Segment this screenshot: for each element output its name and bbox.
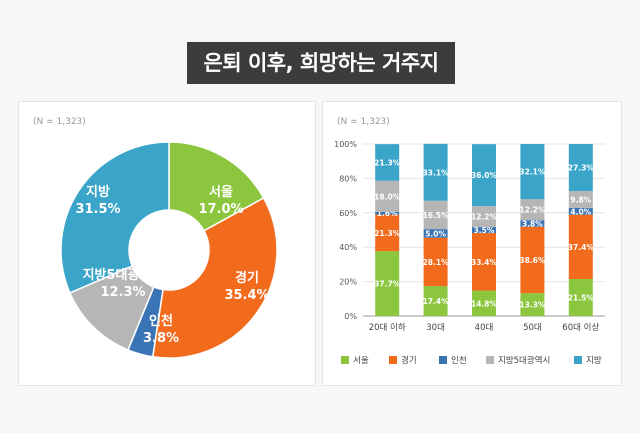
legend-label-2: 인천 [451,355,467,366]
bar-segment-3-4 [520,144,545,200]
bar-segment-3-1 [520,226,545,294]
donut-slice-label-3: 지방5대광역시 [83,267,164,283]
legend-swatch-2 [439,356,447,364]
bar-data-label-3-4: 32.1% [519,168,546,177]
bar-segment-1-3 [423,200,448,230]
bar-data-label-4-0: 21.5% [568,294,595,303]
bar-sample-note: (N = 1,323) [337,117,390,127]
x-tick-label-2: 40대 [475,323,494,333]
donut-slice-label-1: 경기 [235,270,259,286]
legend-label-3: 지방5대광역시 [498,355,550,366]
bar-segment-1-2 [423,229,448,238]
donut-chart-panel: (N = 1,323) 서울 17.0% 경기 35.4% 인천 3.8% 지방5대광역시 1… [18,101,316,386]
bar-data-label-2-2: 3.5% [474,226,495,235]
y-tick-label-2: 40% [339,243,357,252]
bar-data-label-1-4: 33.1% [423,168,450,177]
bar-segment-4-4 [568,144,593,191]
bar-segment-2-1 [472,233,496,291]
bar-data-label-0-4: 21.3% [374,158,401,167]
bar-segment-1-1 [423,237,448,287]
bar-segment-2-3 [472,206,496,228]
bar-data-label-3-3: 12.2% [519,206,546,215]
legend-swatch-1 [389,356,397,364]
bar-data-label-3-1: 38.6% [519,256,546,265]
donut-slice-value-2: 3.8% [143,331,179,346]
donut-slice-4 [60,141,170,294]
bar-data-label-0-1: 21.3% [374,229,401,238]
stacked-bar-chart: 0% 20% 40% 60% 80% 100% 37.7% 21.3% 1.6% 18.0% 21.… [334,140,605,366]
legend-label-0: 서울 [353,356,369,366]
bar-segment-3-0 [520,293,545,316]
donut-chart: 서울 17.0% 경기 35.4% 인천 3.8% 지방5대광역시 12.3% 지방 31.5% [60,141,278,359]
legend-swatch-3 [486,356,494,364]
bar-data-label-3-0: 13.3% [519,301,546,310]
donut-slice-label-4: 지방 [86,184,110,200]
bar-data-label-1-3: 16.5% [423,211,450,220]
bar-segment-2-0 [472,290,496,316]
bar-segment-3-2 [520,220,545,227]
bar-segment-3-3 [520,199,545,221]
stacked-bar-panel: (N = 1,323) 0% 20% 40% 60% 80% 100% 37.7% 21.3%… [322,101,622,386]
bar-segment-0-0 [375,251,400,316]
bar-data-label-2-3: 12.2% [471,213,498,222]
bar-data-label-0-3: 18.0% [374,192,401,201]
x-tick-label-1: 30대 [426,323,445,333]
bar-data-label-0-2: 1.6% [377,209,398,218]
bar-segment-1-0 [423,286,448,316]
bar-segment-0-3 [375,180,400,212]
donut-slice-1 [151,196,278,359]
bar-data-label-4-2: 4.0% [570,207,591,216]
bar-segment-4-3 [568,190,593,208]
bar-data-label-4-3: 9.8% [570,195,591,204]
bar-segment-2-2 [472,227,496,234]
donut-slice-value-0: 17.0% [198,202,243,217]
donut-slice-value-3: 12.3% [100,285,145,300]
page-title: 은퇴 이후, 희망하는 거주지 [187,42,455,84]
legend-label-1: 경기 [401,355,417,366]
donut-slice-value-4: 31.5% [75,202,120,217]
bar-data-label-4-4: 27.3% [568,163,595,172]
legend-swatch-0 [341,356,349,364]
bar-segment-1-4 [423,143,448,201]
bar-data-label-3-2: 3.8% [522,219,543,228]
x-tick-label-3: 50대 [523,323,542,333]
bar-data-label-1-2: 5.0% [425,229,446,238]
bar-data-label-2-1: 33.4% [471,258,498,267]
y-tick-label-5: 100% [334,140,357,149]
y-tick-label-0: 0% [344,312,357,321]
bar-data-label-1-0: 17.4% [423,297,450,306]
bar-segment-0-1 [375,214,400,252]
legend-swatch-4 [574,356,582,364]
bar-segment-4-2 [568,207,593,215]
bar-segment-0-2 [375,211,400,215]
legend-label-4: 지방 [586,355,602,366]
bar-data-label-4-1: 37.4% [568,243,595,252]
donut-slice-0 [168,141,265,232]
x-tick-label-0: 20대 이하 [369,322,406,333]
y-tick-label-3: 60% [339,209,357,218]
donut-sample-note: (N = 1,323) [33,117,86,127]
donut-slice-label-0: 서울 [209,184,233,200]
bar-data-label-2-4: 36.0% [471,171,498,180]
donut-slice-label-2: 인천 [149,313,173,329]
y-tick-label-1: 20% [339,278,357,287]
bar-segment-4-1 [568,214,593,280]
bar-segment-0-4 [375,144,400,181]
bar-data-label-1-1: 28.1% [423,258,450,267]
x-tick-label-4: 60대 이상 [562,322,599,333]
y-tick-label-4: 80% [339,174,357,183]
bar-segment-4-0 [568,279,593,316]
donut-slice-value-1: 35.4% [224,288,269,303]
bar-data-label-0-0: 37.7% [374,280,401,289]
bar-segment-2-4 [472,144,496,207]
bar-data-label-2-0: 14.8% [471,299,498,308]
